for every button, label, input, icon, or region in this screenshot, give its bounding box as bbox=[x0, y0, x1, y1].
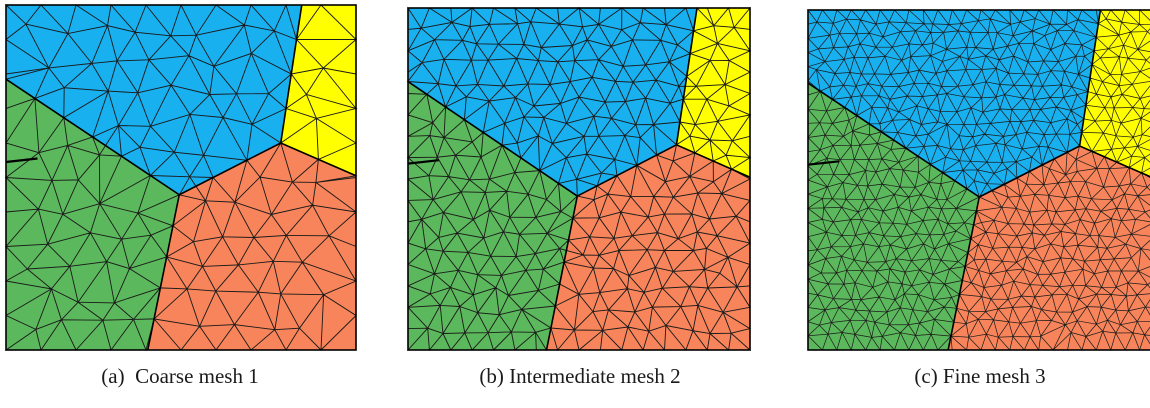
crack-line bbox=[807, 160, 840, 166]
grain-blue bbox=[408, 8, 697, 197]
triangle-edges bbox=[806, 8, 1150, 352]
grain-boundaries bbox=[407, 7, 751, 351]
mesh-elements bbox=[406, 6, 752, 352]
caption-fine-mesh: (c) Fine mesh 3 bbox=[914, 364, 1046, 388]
grain-boundaries bbox=[5, 4, 357, 351]
mesh-diagram-intermediate bbox=[406, 6, 752, 352]
triangle-edges bbox=[406, 6, 752, 352]
crack-line bbox=[5, 157, 38, 164]
grain-yellow bbox=[1079, 10, 1150, 177]
panel-border bbox=[407, 7, 751, 351]
grain-boundaries bbox=[807, 9, 1150, 351]
grain-yellow bbox=[676, 8, 750, 178]
panel-border bbox=[807, 9, 1150, 351]
grain-yellow bbox=[280, 5, 356, 176]
grain-blue bbox=[6, 5, 302, 195]
mesh-diagram-fine bbox=[806, 8, 1150, 352]
mesh-elements bbox=[806, 8, 1150, 352]
grain-green bbox=[6, 79, 180, 351]
panel-border bbox=[5, 4, 357, 351]
mesh-diagram-coarse bbox=[4, 3, 358, 352]
caption-coarse-mesh: (a) Coarse mesh 1 bbox=[101, 364, 259, 388]
crack-line bbox=[407, 159, 439, 165]
grain-green bbox=[408, 81, 578, 350]
caption-intermediate-mesh: (b) Intermediate mesh 2 bbox=[479, 364, 681, 388]
